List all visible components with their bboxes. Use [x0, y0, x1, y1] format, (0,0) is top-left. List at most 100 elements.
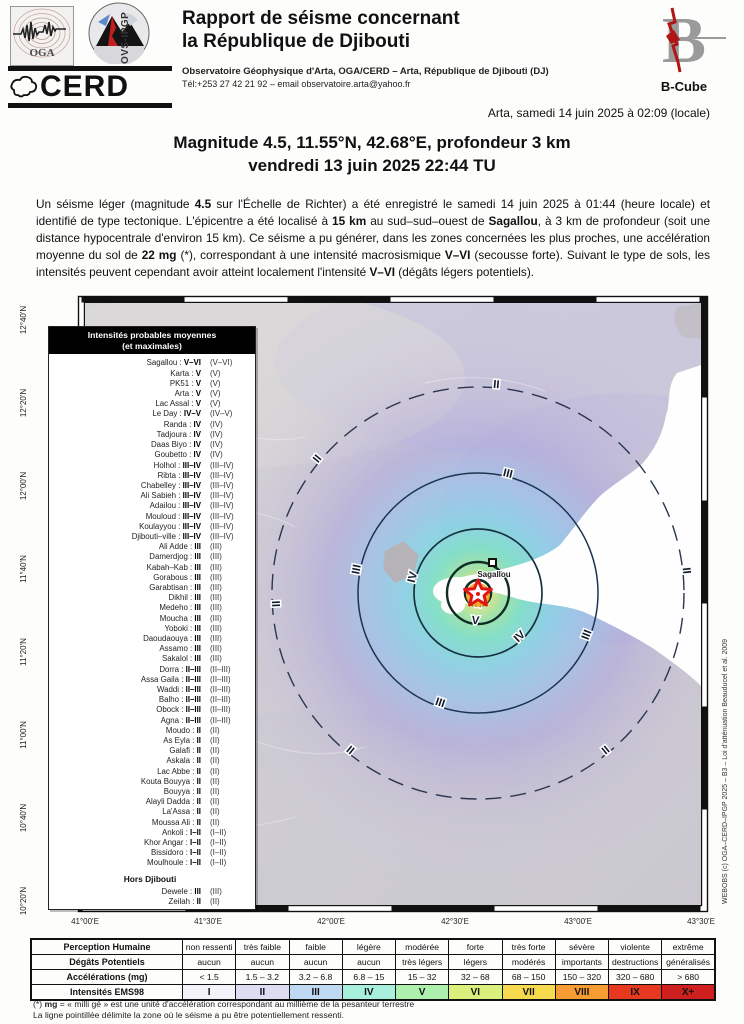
- legend-row: Balho : II–III (II–III): [158, 695, 231, 705]
- ems98-scale-table: Perception Humaine non ressenti très faibl…: [30, 938, 716, 1001]
- legend-row: Chabelley : III–IV (III–IV): [140, 480, 234, 490]
- latitude-axis: 12°40'N 12°20'N 12°00'N 11°40'N 11°20'N …: [19, 306, 28, 916]
- intensity-cell: III: [288, 984, 343, 1001]
- scale-cell: < 1.5: [181, 969, 237, 985]
- scale-cell: 320 – 680: [607, 969, 663, 985]
- legend-row: Holhol : III–IV (III–IV): [153, 460, 234, 470]
- scale-cell: légers: [448, 954, 503, 970]
- legend-row: Koulayyou : III–IV (III–IV): [139, 521, 234, 531]
- legend-row: Daoudaouya : III (III): [143, 633, 222, 643]
- legend-row: Karta : V (V): [170, 368, 221, 378]
- scale-row-degats: Dégâts Potentiels aucun aucun aucun aucun trè…: [30, 954, 716, 970]
- ring-II: [271, 386, 685, 800]
- legend-row: Lac Assal : V (V): [155, 399, 221, 409]
- event-description: Un séisme léger (magnitude 4.5 sur l'Éch…: [36, 196, 711, 280]
- legend-hors-title: Hors Djibouti: [123, 873, 177, 884]
- map-credit: WEBOBS (c) OGA–CERD–IPGP 2025 – B3 – Loi…: [722, 639, 729, 904]
- scale-cell: faible: [288, 938, 343, 955]
- lat-tick-label: 10°40'N: [19, 804, 28, 833]
- legend-row: Moudo : II (II): [165, 725, 220, 735]
- contact-line: Tél:+253 27 42 21 92 – email observatoir…: [182, 78, 411, 89]
- island: [674, 303, 701, 339]
- intensity-cell: VIII: [554, 984, 610, 1001]
- legend-row: Agna : II–III (II–III): [160, 715, 231, 725]
- legend-row: Le Day : IV–V (IV–V): [152, 409, 233, 419]
- lon-tick-label: 42°00'E: [317, 917, 345, 926]
- scale-cell: aucun: [288, 954, 343, 970]
- legend-row: Yoboki : III (III): [164, 623, 222, 633]
- legend-row: Dorra : II–III (II–III): [159, 664, 231, 674]
- legend-row: Obock : II–III (II–III): [156, 705, 231, 715]
- ring-label-IV: IV: [406, 570, 420, 584]
- legend-row: Ali Sabieh : III–IV (III–IV): [140, 491, 234, 501]
- svg-text:B: B: [662, 4, 706, 77]
- scale-cell: modérée: [394, 938, 450, 955]
- scale-cell: très forte: [501, 938, 556, 955]
- legend-header: Intensités probables moyennes (et maxima…: [49, 327, 255, 355]
- legend-row: Sagallou : V–VI (V–VI): [146, 358, 233, 368]
- legend-row: Kouta Bouyya : II (II): [140, 776, 220, 786]
- scale-cell: 3.2 – 6.8: [288, 969, 343, 985]
- oga-seismogram-icon: OGA: [10, 6, 74, 66]
- lon-tick-label: 43°00'E: [564, 917, 592, 926]
- longitude-axis: 41°00'E 41°30'E 42°00'E 42°30'E 43°00'E …: [71, 917, 715, 926]
- intensity-cell: VII: [501, 984, 556, 1001]
- scale-cell: aucun: [181, 954, 237, 970]
- scale-cell: 15 – 32: [394, 969, 450, 985]
- legend-row: Djibouti–ville : III–IV (III–IV): [131, 531, 234, 541]
- volcano-icon: [88, 2, 150, 66]
- lon-tick-label: 43°30'E: [687, 917, 715, 926]
- scale-cell: 1.5 – 3.2: [235, 969, 290, 985]
- scale-cell: très faible: [235, 938, 290, 955]
- ovs-ipgp-label: OVS-IPGP: [119, 11, 131, 64]
- legend-row: Moucha : III (III): [159, 613, 222, 623]
- legend-row: Galafi : II (II): [169, 746, 220, 756]
- scale-cell: 150 – 320: [554, 969, 610, 985]
- legend-row: Goubetto : IV (IV): [154, 450, 223, 460]
- organization-line: Observatoire Géophysique d'Arta, OGA/CER…: [182, 65, 549, 77]
- bcube-logo: B B-Cube: [638, 0, 730, 94]
- legend-row: Ankoli : I–II (I–II): [161, 827, 227, 837]
- scale-cell: aucun: [235, 954, 290, 970]
- ring-label-II: II: [493, 379, 500, 392]
- lat-tick-label: 11°00'N: [19, 721, 28, 749]
- legend-row: Assamo : III (III): [159, 644, 222, 654]
- legend-row: Gorabous : III (III): [153, 572, 222, 582]
- legend-row: Dewele : III (III): [161, 886, 222, 896]
- scale-row-intensites: Intensités EMS98 I II III IV V VI VII VIII IX X+: [30, 984, 716, 1001]
- legend-row: Ali Adde : III (III): [158, 542, 222, 552]
- intensity-cell: IX: [607, 984, 663, 1001]
- ring-III: [357, 472, 599, 714]
- legend-row: Zeilah : II (II): [168, 896, 220, 906]
- ring-label-II: II: [680, 567, 693, 575]
- scale-row-header: Perception Humaine: [30, 938, 183, 955]
- legend-row: Assa Gaila : II–III (II–III): [140, 674, 231, 684]
- intensity-cell: I: [181, 984, 237, 1001]
- scale-cell: aucun: [341, 954, 397, 970]
- bcube-icon: B: [662, 4, 726, 77]
- lat-tick-label: 12°20'N: [19, 389, 28, 418]
- sagallou-label: Sagallou: [477, 570, 510, 579]
- footnote-mg: (*) mg = « milli gé » est une unité d'ac…: [33, 999, 415, 1009]
- lon-tick-label: 41°30'E: [194, 917, 222, 926]
- legend-row: Arta : V (V): [174, 389, 221, 399]
- lat-tick-label: 12°00'N: [19, 472, 28, 501]
- cerd-wordmark: CERD: [40, 70, 130, 103]
- epicenter-dot: [476, 592, 480, 596]
- legend-row: Garabtisan : III (III): [149, 582, 222, 592]
- legend-row: Alayli Dadda : II (II): [145, 797, 220, 807]
- ring-label-V: V: [471, 615, 480, 628]
- scale-cell: non ressenti: [181, 938, 237, 955]
- legend-row: Daas Biyo : IV (IV): [150, 440, 223, 450]
- scale-cell: > 680: [661, 969, 716, 985]
- bcube-label: B-Cube: [660, 79, 708, 94]
- ring-V: [445, 560, 511, 626]
- lon-tick-label: 41°00'E: [71, 917, 99, 926]
- ring-label-III: III: [502, 467, 514, 481]
- cerd-scribble-icon: [10, 75, 38, 98]
- legend-title-line1: Intensités probables moyennes: [87, 330, 217, 340]
- lon-tick-label: 42°30'E: [441, 917, 469, 926]
- legend-row: PK51 : V (V): [169, 378, 221, 388]
- ring-label-III: III: [350, 564, 364, 576]
- report-dateline: Arta, samedi 14 juin 2025 à 02:09 (local…: [487, 106, 710, 120]
